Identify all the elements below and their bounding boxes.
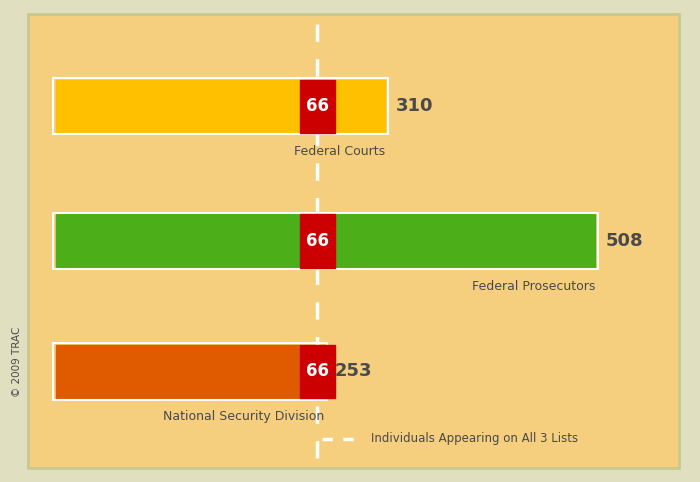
Bar xyxy=(300,345,335,398)
Bar xyxy=(56,214,300,268)
Text: 310: 310 xyxy=(395,97,433,115)
Text: © 2009 TRAC: © 2009 TRAC xyxy=(13,326,22,397)
Text: 253: 253 xyxy=(335,362,372,380)
Bar xyxy=(56,80,300,133)
Text: Federal Prosecutors: Federal Prosecutors xyxy=(472,280,595,293)
Text: 508: 508 xyxy=(606,232,643,250)
Bar xyxy=(335,80,385,133)
Bar xyxy=(300,214,335,268)
Bar xyxy=(53,78,388,134)
Text: 66: 66 xyxy=(306,362,329,380)
Bar xyxy=(300,80,335,133)
Text: National Security Division: National Security Division xyxy=(163,410,324,423)
Text: Individuals Appearing on All 3 Lists: Individuals Appearing on All 3 Lists xyxy=(371,432,578,445)
Bar xyxy=(53,213,598,269)
Bar xyxy=(53,343,327,400)
Bar xyxy=(56,345,300,398)
Text: 66: 66 xyxy=(306,232,329,250)
Bar xyxy=(335,214,595,268)
Text: Federal Courts: Federal Courts xyxy=(294,145,385,158)
Text: 66: 66 xyxy=(306,97,329,115)
